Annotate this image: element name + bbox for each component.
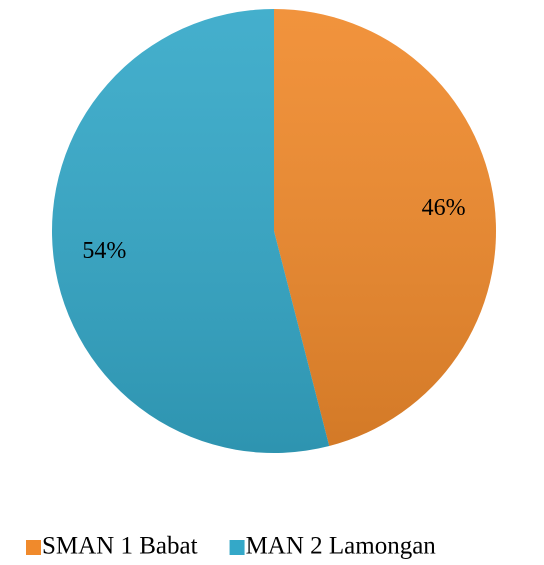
legend-label: SMAN 1 Babat <box>42 533 198 560</box>
data-label: 54% <box>82 238 126 264</box>
legend-swatch <box>26 540 41 555</box>
legend-label: MAN 2 Lamongan <box>246 533 437 560</box>
legend-swatch <box>229 540 245 555</box>
slice-shade <box>52 9 330 453</box>
data-label: 46% <box>422 195 466 221</box>
slice-shade <box>274 9 497 447</box>
